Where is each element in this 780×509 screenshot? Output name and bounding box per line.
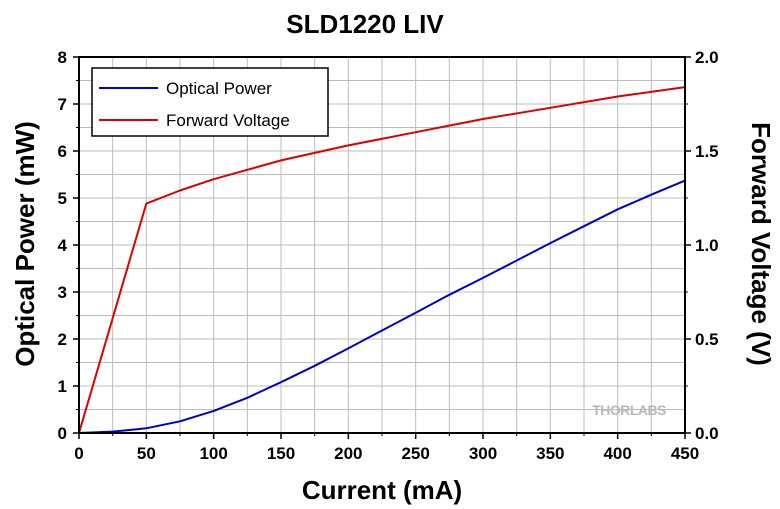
- legend: Optical Power Forward Voltage: [91, 67, 329, 137]
- x-tick-label: 400: [603, 444, 631, 463]
- series-line-forward-voltage: [78, 86, 686, 434]
- x-tick-label: 450: [671, 444, 699, 463]
- legend-box: [91, 67, 329, 137]
- ticks: 0 50 100 150 200 250 300 350 400 450 0 1 2 3 4 5 6 7 8 0.0 0…: [58, 48, 719, 463]
- y-tick-label: 7: [58, 95, 67, 114]
- series-layer: [78, 86, 686, 434]
- x-tick-label: 250: [401, 444, 429, 463]
- y2-tick-label: 0.5: [695, 330, 719, 349]
- y-tick-label: 8: [58, 48, 67, 67]
- y2-tick-label: 1.5: [695, 142, 719, 161]
- y2-tick-label: 1.0: [695, 236, 719, 255]
- x-tick-label: 150: [267, 444, 295, 463]
- x-axis-label: Current (mA): [302, 475, 462, 505]
- thorlabs-watermark: THORLABS: [592, 402, 666, 418]
- y-tick-label: 0: [58, 424, 67, 443]
- y-tick-label: 3: [58, 283, 67, 302]
- x-tick-label: 100: [199, 444, 227, 463]
- y2-axis-label: Forward Voltage (V): [746, 122, 776, 366]
- y2-tick-label: 0.0: [695, 424, 719, 443]
- y-tick-label: 2: [58, 330, 67, 349]
- series-line-optical-power: [78, 179, 686, 434]
- x-tick-label: 50: [137, 444, 156, 463]
- y-tick-label: 4: [58, 236, 68, 255]
- x-tick-label: 200: [334, 444, 362, 463]
- y-tick-label: 6: [58, 142, 67, 161]
- y-axis-label: Optical Power (mW): [10, 121, 40, 367]
- x-tick-label: 300: [469, 444, 497, 463]
- y-tick-label: 1: [58, 377, 67, 396]
- x-tick-label: 0: [74, 444, 83, 463]
- chart-title: SLD1220 LIV: [286, 9, 444, 39]
- y2-tick-label: 2.0: [695, 48, 719, 67]
- y-tick-label: 5: [58, 189, 67, 208]
- x-tick-label: 350: [536, 444, 564, 463]
- legend-label-optical-power: Optical Power: [166, 79, 272, 98]
- legend-label-forward-voltage: Forward Voltage: [166, 111, 290, 130]
